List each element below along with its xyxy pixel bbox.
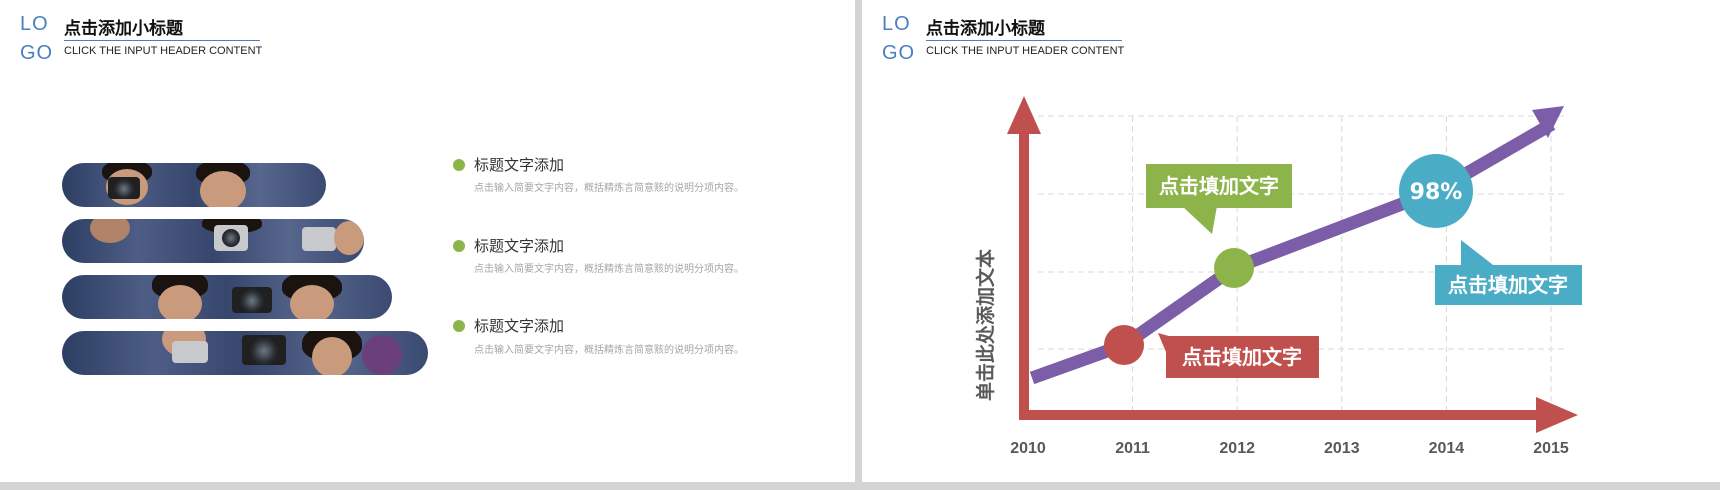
title-rule [64,40,260,41]
slide-subtitle[interactable]: CLICK THE INPUT HEADER CONTENT [926,45,1125,57]
callout-box-blue[interactable] [1435,265,1582,305]
y-axis-arrow-icon [1007,96,1041,134]
slide-left: LO GO 点击添加小标题 CLICK THE INPUT HEADER CON… [0,0,855,482]
callout-pointer-green [1182,206,1217,234]
marker-2012[interactable] [1214,248,1254,288]
x-axis [1019,410,1539,420]
x-axis-arrow-icon [1536,397,1578,433]
marker-2011[interactable] [1104,325,1144,365]
slide-subtitle[interactable]: CLICK THE INPUT HEADER CONTENT [64,45,263,57]
slide-title[interactable]: 点击添加小标题 [926,19,1045,39]
item-title-3[interactable]: 标题文字添加 [474,317,565,335]
item-desc-1[interactable]: 点击输入简要文字内容，概括精炼言简意赅的说明分项内容。 [474,183,744,194]
logo: LO GO [20,10,54,68]
item-desc-2[interactable]: 点击输入简要文字内容，概括精炼言简意赅的说明分项内容。 [474,264,744,275]
x-tick-label-2010: 2010 [1010,440,1046,457]
callout-text-red[interactable]: 点击填加文字 [1182,345,1302,369]
logo: LO GO [882,10,916,68]
slide-right: LO GO 点击添加小标题 CLICK THE INPUT HEADER CON… [862,0,1720,482]
logo-line2: GO [20,42,54,64]
bullet-dot-2 [453,240,465,252]
item-title-2[interactable]: 标题文字添加 [474,237,565,255]
x-tick-label-2013: 2013 [1324,440,1360,457]
title-rule [926,40,1122,41]
bullet-dot-1 [453,159,465,171]
callout-box-red[interactable] [1166,336,1319,378]
logo-line1: LO [20,13,49,35]
logo-line2: GO [882,42,916,64]
x-tick-label-2012: 2012 [1219,440,1255,457]
x-tick-label-2014: 2014 [1429,440,1465,457]
photo-strip-4[interactable] [62,331,428,375]
item-title-1[interactable]: 标题文字添加 [474,156,565,174]
photo-strip-3[interactable] [62,275,392,319]
marker-label-2014[interactable]: 98% [1410,180,1463,205]
bullet-dot-3 [453,320,465,332]
y-axis-label[interactable]: 单击此处添加文本 [974,249,997,401]
marker-2014[interactable] [1399,154,1473,228]
callout-text-blue[interactable]: 点击填加文字 [1448,273,1568,297]
item-desc-3[interactable]: 点击输入简要文字内容，概括精炼言简意赅的说明分项内容。 [474,345,744,356]
photo-strip-1[interactable] [62,163,326,207]
callout-text-green[interactable]: 点击填加文字 [1159,174,1279,198]
photo-strip-2[interactable] [62,219,364,263]
trend-arrow-icon [1532,106,1564,138]
callout-box-green[interactable] [1146,164,1292,208]
y-axis [1019,130,1029,420]
x-tick-label-2011: 2011 [1115,440,1150,457]
slide-title[interactable]: 点击添加小标题 [64,19,183,39]
x-tick-label-2015: 2015 [1533,440,1569,457]
logo-line1: LO [882,13,911,35]
